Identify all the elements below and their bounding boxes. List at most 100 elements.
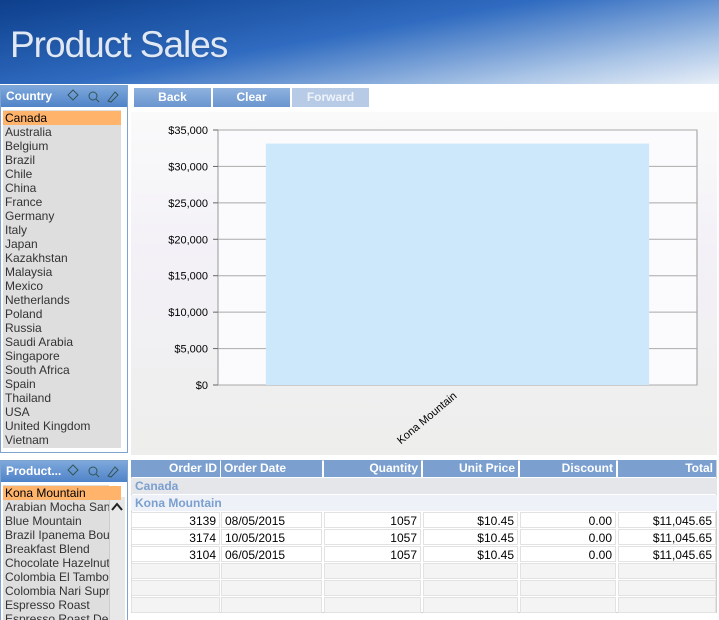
column-header[interactable]: Order ID <box>131 460 220 477</box>
table-cell: $10.45 <box>423 546 518 562</box>
search-icon-handle <box>95 473 100 478</box>
list-item[interactable]: Chile <box>5 167 33 181</box>
list-item[interactable]: United Kingdom <box>5 419 91 433</box>
column-header[interactable]: Discount <box>520 460 616 477</box>
column-header[interactable]: Total <box>618 460 716 477</box>
list-item[interactable]: Espresso Roast De <box>5 612 109 620</box>
list-item[interactable]: Russia <box>5 321 42 335</box>
list-item[interactable]: Canada <box>3 111 121 125</box>
empty-cell <box>618 563 716 579</box>
empty-cell <box>221 563 322 579</box>
clear-icon[interactable] <box>107 466 119 478</box>
table-cell: 0.00 <box>520 546 616 562</box>
table-cell: $11,045.65 <box>618 546 716 562</box>
list-item[interactable]: South Africa <box>5 363 70 377</box>
list-item[interactable]: France <box>5 195 43 209</box>
country-title[interactable]: Country <box>6 89 52 103</box>
list-item[interactable]: Kona Mountain <box>3 486 121 500</box>
empty-cell <box>324 580 421 596</box>
country-header <box>1 86 127 107</box>
button[interactable]: Back <box>134 88 211 107</box>
empty-cell <box>131 597 220 613</box>
y-tick-label: $35,000 <box>168 125 208 137</box>
x-tick-label: Kona Mountain <box>395 390 459 447</box>
list-item[interactable]: Japan <box>5 237 38 251</box>
y-tick-label: $10,000 <box>168 307 208 319</box>
list-item[interactable]: Belgium <box>5 139 49 153</box>
table-cell: 1057 <box>324 546 421 562</box>
table-cell: 3104 <box>131 546 220 562</box>
list-item[interactable]: Singapore <box>5 349 60 363</box>
button[interactable]: Clear <box>213 88 290 107</box>
list-item[interactable]: Colombia Nari Supr <box>5 584 109 598</box>
empty-cell <box>131 563 220 579</box>
y-tick-label: $5,000 <box>174 344 208 356</box>
column-header[interactable]: Unit Price <box>423 460 518 477</box>
empty-cell <box>324 597 421 613</box>
list-item[interactable]: Saudi Arabia <box>5 335 74 349</box>
empty-cell <box>221 597 322 613</box>
list-item[interactable]: Arabian Mocha San <box>5 500 109 514</box>
list-item[interactable]: Colombia El Tambo <box>5 570 109 584</box>
list-item[interactable]: Vietnam <box>5 433 49 447</box>
empty-cell <box>324 563 421 579</box>
group-row: Kona Mountain <box>131 495 717 511</box>
empty-cell <box>221 580 322 596</box>
list-item[interactable]: China <box>5 181 37 195</box>
table-cell: 0.00 <box>520 529 616 545</box>
bar <box>265 143 650 385</box>
button[interactable]: Forward <box>292 88 369 107</box>
y-tick-label: $30,000 <box>168 161 208 173</box>
product-title[interactable]: Product... <box>6 464 62 478</box>
list-item[interactable]: Thailand <box>5 391 52 405</box>
group-row: Canada <box>131 478 717 494</box>
y-tick-label: $25,000 <box>168 198 208 210</box>
search-icon[interactable] <box>88 466 98 476</box>
list-item[interactable]: Italy <box>5 223 28 237</box>
list-item[interactable]: Mexico <box>5 279 44 293</box>
list-item[interactable]: Malaysia <box>5 265 53 279</box>
empty-cell <box>520 597 616 613</box>
page-title: Product Sales <box>10 24 228 65</box>
sort-icon[interactable] <box>67 464 79 476</box>
list-item[interactable]: Netherlands <box>5 293 70 307</box>
column-header[interactable]: Order Date <box>221 460 322 477</box>
list-item[interactable]: Poland <box>5 307 43 321</box>
table-cell: $10.45 <box>423 529 518 545</box>
product-list <box>3 485 109 620</box>
table-cell: $10.45 <box>423 512 518 528</box>
table-cell: 10/05/2015 <box>221 529 322 545</box>
table-cell: 3139 <box>131 512 220 528</box>
list-item[interactable]: Blue Mountain <box>5 514 82 528</box>
list-item[interactable]: Germany <box>5 209 55 223</box>
list-item[interactable]: Chocolate Hazelnut <box>5 556 109 570</box>
empty-cell <box>520 563 616 579</box>
list-item[interactable]: Espresso Roast <box>5 598 90 612</box>
empty-cell <box>423 597 518 613</box>
column-header[interactable]: Quantity <box>324 460 421 477</box>
list-item[interactable]: Brazil <box>5 153 36 167</box>
search-icon-handle <box>95 98 100 103</box>
filter-icons[interactable] <box>64 463 124 481</box>
scroll-up[interactable] <box>109 497 125 517</box>
list-item[interactable]: Breakfast Blend <box>5 542 90 556</box>
y-tick-label: $0 <box>196 380 208 392</box>
sort-icon[interactable] <box>67 89 79 101</box>
list-item[interactable]: Spain <box>5 377 36 391</box>
table-cell: 3174 <box>131 529 220 545</box>
list-item[interactable]: USA <box>5 405 30 419</box>
empty-cell <box>131 580 220 596</box>
filter-icons[interactable] <box>64 88 124 106</box>
product-header <box>1 461 127 482</box>
country-list <box>3 110 121 448</box>
scrollbar[interactable] <box>109 497 125 620</box>
list-item[interactable]: Brazil Ipanema Bou <box>5 528 109 542</box>
list-item[interactable]: Kazakhstan <box>5 251 68 265</box>
empty-cell <box>423 580 518 596</box>
list-item[interactable]: Australia <box>5 125 52 139</box>
empty-cell <box>423 563 518 579</box>
clear-icon[interactable] <box>107 91 119 103</box>
search-icon[interactable] <box>88 91 98 101</box>
table-cell: $11,045.65 <box>618 529 716 545</box>
